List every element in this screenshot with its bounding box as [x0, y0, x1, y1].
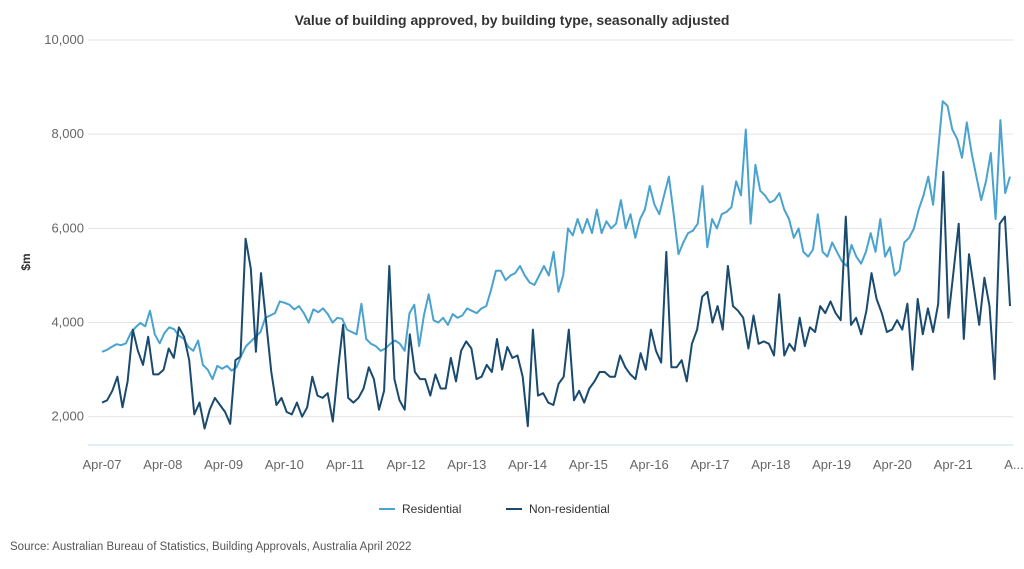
x-tick-label: Apr-18: [751, 457, 790, 472]
source-note: Source: Australian Bureau of Statistics,…: [10, 541, 411, 553]
y-tick-label: 2,000: [51, 409, 84, 424]
y-tick-label: 4,000: [51, 315, 84, 330]
chart-title: Value of building approved, by building …: [295, 12, 730, 28]
x-tick-label: Apr-17: [690, 457, 729, 472]
x-tick-label: Apr-10: [265, 457, 304, 472]
x-tick-label: Apr-15: [569, 457, 608, 472]
x-tick-label: Apr-08: [143, 457, 182, 472]
x-tick-label: Apr-21: [934, 457, 973, 472]
x-tick-label: Apr-19: [812, 457, 851, 472]
x-axis-ticks: Apr-07 Apr-08 Apr-09 Apr-10 Apr-11 Apr-12 Apr-…: [82, 457, 1023, 472]
series-lines: [101, 100, 1011, 430]
x-tick-label: Apr-13: [447, 457, 486, 472]
legend-label-residential: Residential: [402, 502, 461, 516]
legend: Residential Non-residential: [379, 502, 610, 516]
x-tick-label: Apr-07: [82, 457, 121, 472]
series-line-residential: [101, 100, 1011, 381]
y-tick-label: 10,000: [44, 32, 84, 47]
y-tick-label: 6,000: [51, 220, 84, 235]
y-axis-ticks: 2,000 4,000 6,000 8,000 10,000: [44, 32, 84, 424]
x-tick-label: Apr-09: [204, 457, 243, 472]
x-tick-label: A...: [1004, 457, 1024, 472]
x-tick-label: Apr-16: [630, 457, 669, 472]
x-tick-label: Apr-11: [326, 457, 364, 472]
legend-item-residential[interactable]: Residential: [379, 502, 461, 516]
legend-label-non-residential: Non-residential: [529, 502, 610, 516]
y-axis-label: $m: [19, 253, 33, 270]
y-tick-label: 8,000: [51, 126, 84, 141]
gridlines: [88, 39, 1013, 418]
x-tick-label: Apr-20: [873, 457, 912, 472]
legend-item-non-residential[interactable]: Non-residential: [506, 502, 610, 516]
series-line-non-residential: [101, 170, 1011, 430]
x-tick-label: Apr-14: [508, 457, 547, 472]
x-tick-label: Apr-12: [386, 457, 425, 472]
